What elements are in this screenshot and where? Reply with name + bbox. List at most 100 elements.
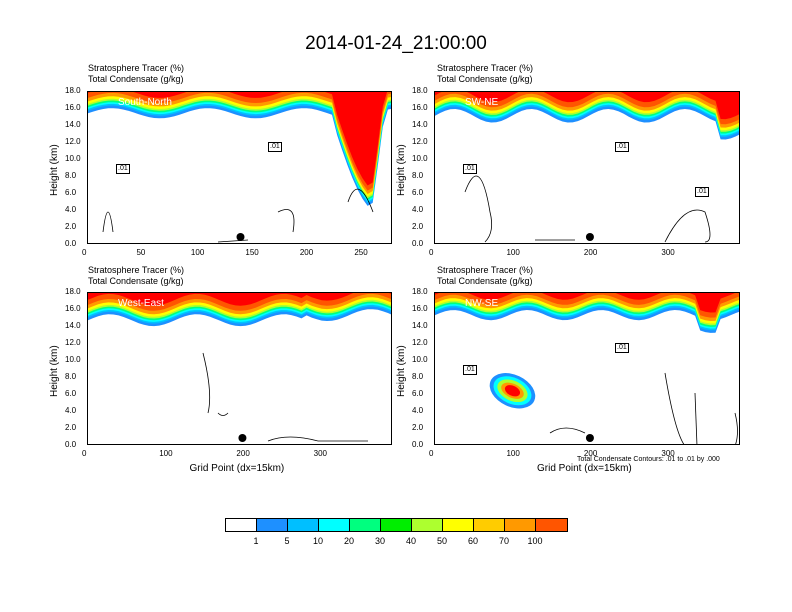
y-tick-label: 6.0 <box>65 389 77 398</box>
contour-label: .01 <box>695 187 709 197</box>
contour-label: .01 <box>116 164 130 174</box>
location-marker <box>585 434 594 442</box>
heatmap-field <box>88 92 391 243</box>
y-tick-label: 2.0 <box>412 222 424 231</box>
heatmap-field <box>88 293 391 442</box>
y-axis-label: Height (km) <box>49 344 60 397</box>
figure-title: 2014-01-24_21:00:00 <box>305 33 487 54</box>
field-title: Stratosphere Tracer (%) <box>88 265 185 275</box>
field-title: Stratosphere Tracer (%) <box>437 63 534 73</box>
y-tick-label: 2.0 <box>412 423 424 432</box>
colorbar-tick-label: 10 <box>312 536 324 546</box>
condensate-contour <box>694 392 698 444</box>
condensate-contour <box>549 427 586 434</box>
colorbar-swatch <box>536 519 567 531</box>
y-tick-label: 2.0 <box>65 222 77 231</box>
y-tick-label: 14.0 <box>65 120 81 129</box>
plot-area: NW-SE .01 .01 <box>434 292 740 445</box>
colorbar-swatch <box>381 519 412 531</box>
y-tick-label: 4.0 <box>65 406 77 415</box>
stratosphere-band <box>435 92 739 125</box>
y-tick-label: 0.0 <box>65 239 77 248</box>
y-tick-label: 8.0 <box>65 171 77 180</box>
condensate-contour <box>664 372 685 444</box>
colorbar-tick-label: 1 <box>253 536 259 546</box>
y-tick-label: 6.0 <box>412 389 424 398</box>
y-tick-label: 12.0 <box>65 338 81 347</box>
x-tick-label: 100 <box>506 449 520 458</box>
colorbar-tick-label: 50 <box>436 536 448 546</box>
y-tick-label: 16.0 <box>412 103 428 112</box>
contour-label: .01 <box>268 142 282 152</box>
contour-label: .01 <box>463 164 477 174</box>
condensate-contour <box>664 209 711 243</box>
x-tick-label: 300 <box>313 449 327 458</box>
colorbar-tick-label: 100 <box>527 536 543 546</box>
x-tick-label: 250 <box>354 248 368 257</box>
colorbar-tick-label: 20 <box>343 536 355 546</box>
colorbar-swatch <box>257 519 288 531</box>
y-tick-label: 0.0 <box>412 239 424 248</box>
condensate-contour <box>347 188 374 213</box>
y-tick-label: 14.0 <box>412 321 428 330</box>
field-title: Stratosphere Tracer (%) <box>88 63 185 73</box>
x-tick-label: 200 <box>583 449 598 458</box>
heatmap-field <box>435 293 739 444</box>
condensate-contour <box>464 175 493 243</box>
colorbar-swatch <box>350 519 381 531</box>
x-tick-label: 200 <box>236 449 250 458</box>
location-marker <box>236 233 245 241</box>
y-tick-label: 6.0 <box>65 188 77 197</box>
region-label: West-East <box>118 298 164 309</box>
y-tick-label: 4.0 <box>65 205 77 214</box>
location-marker <box>585 233 594 241</box>
contour-title: Total Condensate (g/kg) <box>88 276 184 286</box>
colorbar <box>225 518 568 532</box>
y-tick-label: 4.0 <box>412 205 424 214</box>
stratosphere-band <box>88 293 391 306</box>
stratosphere-band <box>435 293 739 313</box>
contour-label: .01 <box>615 343 629 353</box>
condensate-contour <box>277 209 295 233</box>
contour-title: Total Condensate (g/kg) <box>88 74 184 84</box>
y-tick-label: 4.0 <box>412 406 424 415</box>
y-tick-label: 18.0 <box>412 287 428 296</box>
plot-area: SW-NE .01 .01 .01 <box>434 91 740 244</box>
x-tick-label: 0 <box>429 248 434 257</box>
y-tick-label: 10.0 <box>65 355 81 364</box>
x-tick-label: 0 <box>82 248 87 257</box>
y-tick-label: 0.0 <box>65 440 77 449</box>
colorbar-tick-label: 30 <box>374 536 386 546</box>
colorbar-swatch <box>288 519 319 531</box>
y-tick-label: 10.0 <box>412 355 428 364</box>
field-title: Stratosphere Tracer (%) <box>437 265 534 275</box>
y-tick-label: 16.0 <box>65 304 81 313</box>
y-tick-label: 8.0 <box>412 171 424 180</box>
colorbar-swatch <box>412 519 443 531</box>
colorbar-swatch <box>505 519 536 531</box>
colorbar-swatch <box>319 519 350 531</box>
colorbar-tick-label: 70 <box>498 536 510 546</box>
y-axis-label: Height (km) <box>396 344 407 397</box>
y-tick-label: 16.0 <box>65 103 81 112</box>
y-axis-label: Height (km) <box>49 143 60 196</box>
y-tick-label: 8.0 <box>65 372 77 381</box>
x-tick-label: 100 <box>159 449 173 458</box>
y-tick-label: 14.0 <box>65 321 81 330</box>
condensate-contour <box>202 352 211 414</box>
y-tick-label: 2.0 <box>65 423 77 432</box>
colorbar-tick-label: 60 <box>467 536 479 546</box>
condensate-contour <box>217 239 249 243</box>
colorbar-swatch <box>443 519 474 531</box>
y-tick-label: 12.0 <box>65 137 81 146</box>
y-tick-label: 12.0 <box>412 137 428 146</box>
region-label: SW-NE <box>465 97 499 108</box>
colorbar-swatch <box>226 519 257 531</box>
condensate-contour <box>102 211 114 233</box>
y-tick-label: 8.0 <box>412 372 424 381</box>
plot-area: West-East <box>87 292 392 445</box>
region-label: NW-SE <box>465 298 499 309</box>
plot-area: South-North .01 .01 <box>87 91 392 244</box>
x-tick-label: 0 <box>82 449 87 458</box>
y-axis-label: Height (km) <box>396 143 407 196</box>
